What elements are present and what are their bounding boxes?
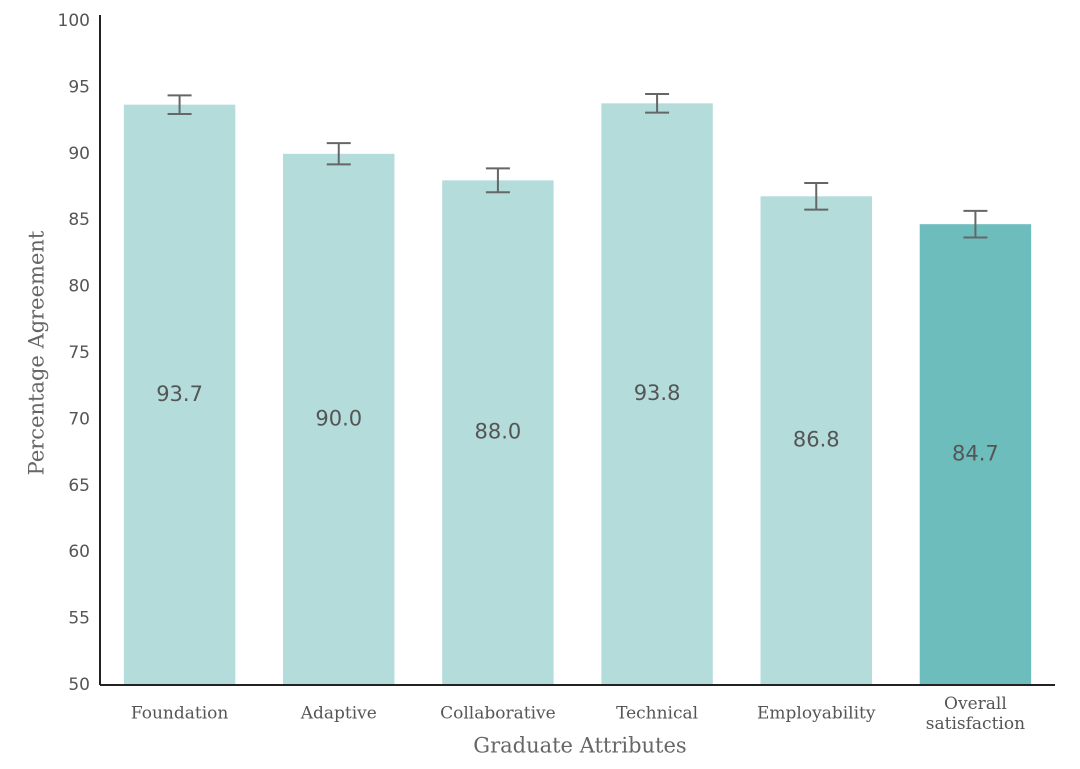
value-label: 84.7 (952, 442, 999, 466)
y-tick-label: 80 (68, 277, 90, 297)
x-tick-label: Adaptive (300, 704, 377, 724)
y-tick-label: 55 (68, 609, 90, 629)
x-tick-label: Overall satisfaction (926, 694, 1025, 734)
x-axis-title: Graduate Attributes (473, 734, 686, 758)
y-tick-label: 70 (68, 409, 90, 429)
error-bar (963, 209, 988, 239)
y-tick-label: 100 (58, 11, 90, 31)
error-bar (167, 94, 192, 115)
x-tick-label: Employability (757, 704, 876, 724)
bar (919, 224, 1032, 685)
bar (601, 103, 713, 685)
y-tick-label: 65 (68, 476, 90, 496)
x-tick-label: Technical (616, 704, 698, 724)
value-label: 86.8 (793, 428, 840, 452)
bar (442, 180, 554, 686)
y-tick-label: 90 (68, 144, 90, 164)
y-tick-label: 50 (68, 675, 90, 695)
y-tick-label: 85 (68, 210, 90, 230)
bar (123, 104, 236, 685)
bar (760, 196, 872, 685)
x-tick-label: Foundation (131, 704, 229, 724)
error-bar (645, 93, 670, 114)
y-tick-label: 75 (68, 343, 90, 363)
error-bar (485, 167, 510, 194)
bar (283, 153, 395, 686)
y-tick-label: 95 (68, 77, 90, 97)
error-bar (326, 142, 351, 166)
error-bar (804, 182, 829, 211)
y-tick-label: 60 (68, 542, 90, 562)
value-label: 90.0 (315, 406, 362, 430)
y-axis-title: Percentage Agreement (25, 230, 49, 475)
value-label: 93.8 (634, 381, 681, 405)
value-label: 88.0 (475, 420, 522, 444)
value-label: 93.7 (156, 382, 203, 406)
x-tick-label: Collaborative (440, 704, 556, 724)
